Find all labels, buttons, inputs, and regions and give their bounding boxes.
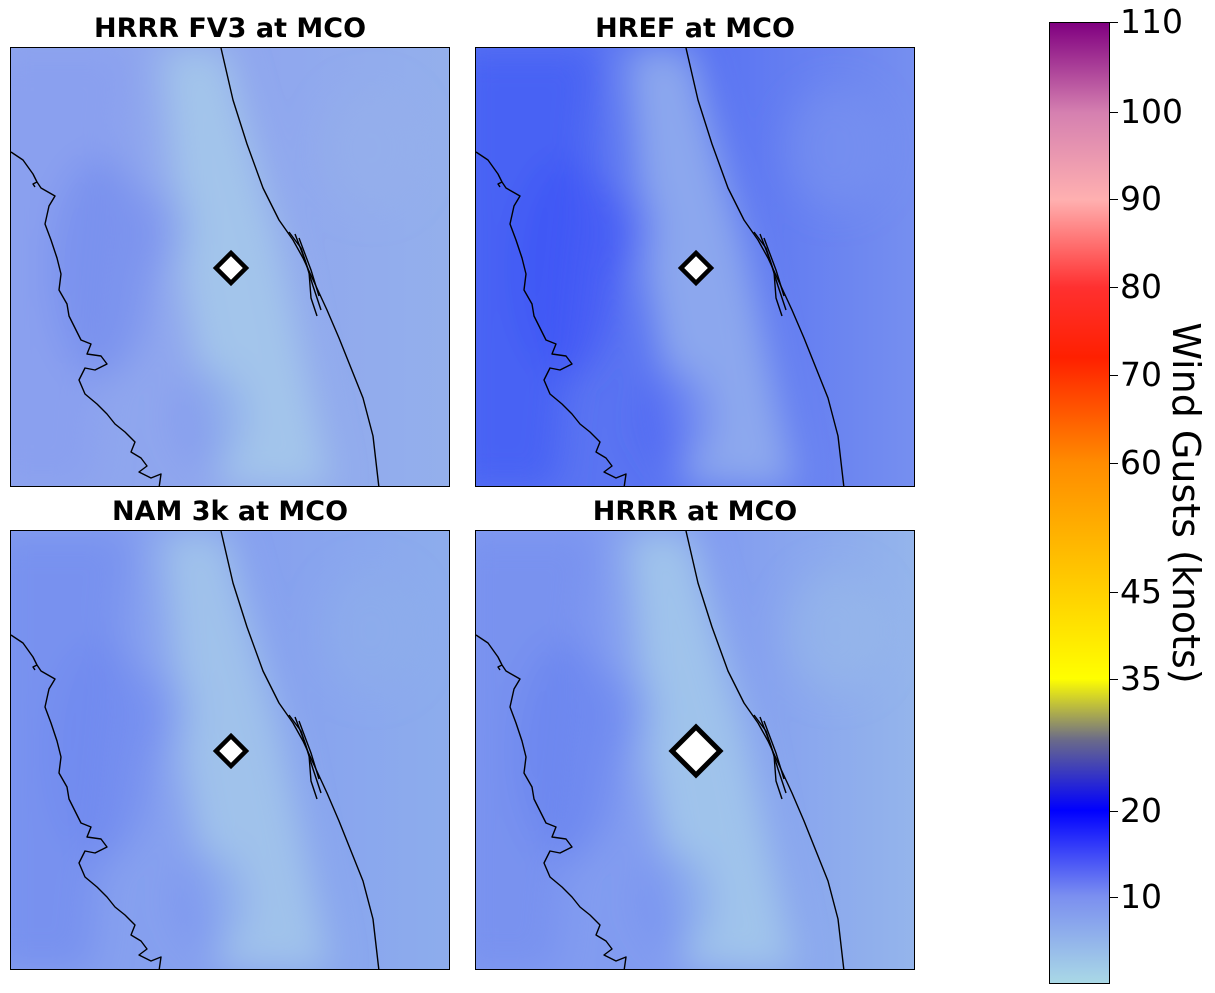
colorbar-tick-label: 90 — [1120, 179, 1162, 218]
colorbar-tick-label: 110 — [1120, 2, 1183, 41]
map-svg — [476, 531, 914, 969]
colorbar-tick — [1110, 811, 1118, 812]
colorbar-tick — [1110, 112, 1118, 113]
colorbar-tick — [1110, 287, 1118, 288]
colorbar-tick-label: 80 — [1120, 267, 1162, 306]
colorbar-tick-label: 45 — [1120, 572, 1162, 611]
colorbar-tick — [1110, 22, 1118, 23]
panel-title-hrrr-fv3: HRRR FV3 at MCO — [93, 13, 367, 44]
map-svg — [11, 531, 449, 969]
station-marker — [677, 249, 715, 287]
map-panel-hrrr-fv3 — [10, 47, 450, 487]
colorbar-tick-label: 20 — [1120, 791, 1162, 830]
colorbar-label: Wind Gusts (knots) — [1164, 322, 1208, 684]
colorbar-tick-label: 60 — [1120, 443, 1162, 482]
colorbar-tick — [1110, 592, 1118, 593]
colorbar-tick-label: 10 — [1120, 877, 1162, 916]
colorbar-tick — [1110, 897, 1118, 898]
panel-title-nam-3k: NAM 3k at MCO — [111, 496, 349, 527]
coastline — [11, 48, 380, 486]
map-panel-nam-3k — [10, 530, 450, 970]
coastline — [11, 531, 380, 969]
colorbar-tick — [1110, 199, 1118, 200]
coastline — [476, 48, 845, 486]
panel-title-href: HREF at MCO — [595, 13, 795, 44]
map-svg — [11, 48, 449, 486]
colorbar-tick — [1110, 679, 1118, 680]
station-marker — [668, 723, 724, 779]
panel-title-hrrr: HRRR at MCO — [592, 496, 798, 527]
colorbar — [1049, 22, 1110, 984]
colorbar-tick-label: 100 — [1120, 92, 1183, 131]
station-marker — [212, 249, 250, 287]
colorbar-tick — [1110, 463, 1118, 464]
map-panel-href — [475, 47, 915, 487]
map-svg — [476, 48, 914, 486]
station-marker — [212, 732, 250, 770]
colorbar-tick-label: 35 — [1120, 659, 1162, 698]
colorbar-tick — [1110, 375, 1118, 376]
map-panel-hrrr — [475, 530, 915, 970]
coastline — [476, 531, 845, 969]
colorbar-tick-label: 70 — [1120, 355, 1162, 394]
